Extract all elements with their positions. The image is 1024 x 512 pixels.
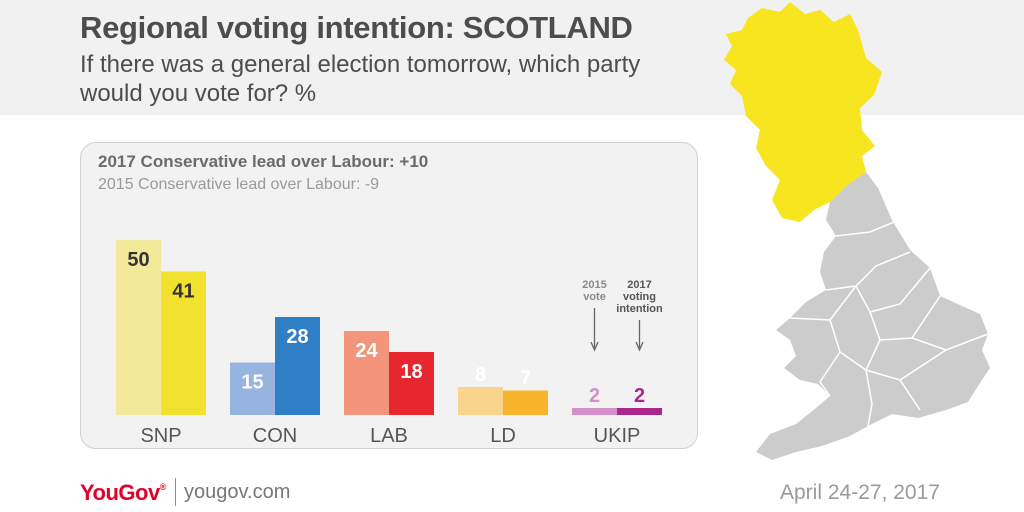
bar-con-2015 xyxy=(230,362,275,415)
page-title: Regional voting intention: SCOTLAND xyxy=(80,10,633,45)
lead-2017-text: 2017 Conservative lead over Labour: +10 xyxy=(98,152,429,171)
footer-divider xyxy=(175,478,176,506)
annotation-arrowhead-2015 xyxy=(590,341,599,352)
bar-ld-2015 xyxy=(458,387,503,415)
region-boundaries xyxy=(789,221,989,427)
england-wales-region xyxy=(756,172,990,460)
category-label-lab: LAB xyxy=(370,425,408,447)
value-label-lab-2017: 18 xyxy=(400,361,422,383)
value-label-con-2017: 28 xyxy=(286,326,308,348)
bar-con-2017 xyxy=(275,317,320,415)
value-label-ukip-2015: 2 xyxy=(589,385,600,407)
yougov-logo: YouGov® xyxy=(80,480,166,505)
category-label-ld: LD xyxy=(490,425,516,447)
value-label-con-2015: 15 xyxy=(241,372,263,394)
lead-2015-text: 2015 Conservative lead over Labour: -9 xyxy=(98,176,380,193)
uk-map-icon xyxy=(724,2,990,460)
annotation-arrowhead-2017 xyxy=(635,341,644,352)
value-label-ukip-2017: 2 xyxy=(634,385,645,407)
bar-ld-2017 xyxy=(503,390,548,415)
value-label-ld-2015: 8 xyxy=(475,364,486,386)
category-label-snp: SNP xyxy=(140,425,181,447)
value-label-lab-2015: 24 xyxy=(355,340,378,362)
annotation-2015: 2015 vote xyxy=(582,279,606,303)
scotland-region xyxy=(724,2,882,222)
footer-url-link[interactable]: yougov.com xyxy=(184,481,291,503)
annotation-2017: 2017 voting intention xyxy=(616,279,663,315)
bar-lab-2017 xyxy=(389,352,434,415)
bar-ukip-2015 xyxy=(572,408,617,415)
value-label-ld-2017: 7 xyxy=(520,368,531,390)
bar-ukip-2017 xyxy=(617,408,662,415)
category-label-ukip: UKIP xyxy=(594,425,641,447)
page-subtitle: If there was a general election tomorrow… xyxy=(80,51,641,107)
value-label-snp-2015: 50 xyxy=(127,249,149,271)
fieldwork-date: April 24-27, 2017 xyxy=(780,481,940,504)
bar-snp-2015 xyxy=(116,240,161,415)
category-label-con: CON xyxy=(253,425,297,447)
bar-lab-2015 xyxy=(344,331,389,415)
value-label-snp-2017: 41 xyxy=(172,281,194,303)
bar-snp-2017 xyxy=(161,271,206,415)
